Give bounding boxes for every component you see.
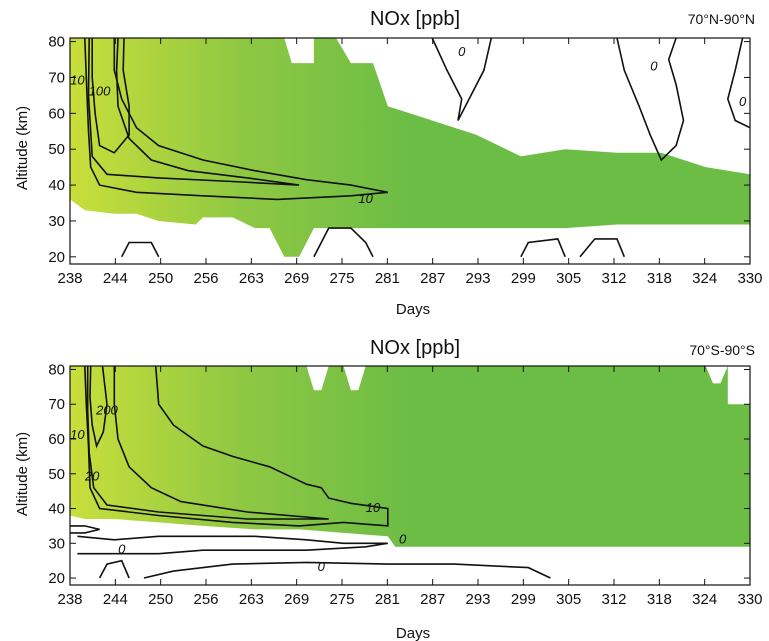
x-tick-label: 305	[556, 270, 581, 287]
contour-line-10	[84, 37, 388, 201]
x-tick-label: 330	[737, 591, 762, 608]
contour-line-10	[84, 365, 389, 527]
x-tick-label: 281	[375, 591, 400, 608]
y-tick-label: 20	[48, 570, 65, 587]
contour-line	[98, 559, 130, 579]
contour-label: 0	[399, 531, 407, 546]
filled-region-low	[70, 366, 750, 547]
x-tick-label: 256	[193, 270, 218, 287]
x-tick-label: 312	[601, 270, 626, 287]
contour-line-0	[313, 227, 374, 258]
x-tick-label: 312	[601, 591, 626, 608]
contour-line	[87, 37, 300, 186]
x-tick-label: 263	[239, 591, 264, 608]
contour-line-0	[726, 37, 751, 129]
x-tick-label: 318	[647, 270, 672, 287]
contour-line	[120, 241, 160, 258]
x-tick-label: 330	[737, 270, 762, 287]
contour-label: 200	[95, 403, 118, 418]
y-tick-label: 40	[48, 177, 65, 194]
contour-label: 10	[70, 73, 85, 88]
y-axis-label: Altitude (km)	[14, 432, 31, 516]
contour-line-100	[91, 37, 130, 154]
y-tick-label: 40	[48, 501, 65, 518]
region-label: 70°N-90°N	[688, 11, 755, 27]
contour-line	[579, 238, 626, 258]
x-tick-label: 293	[465, 591, 490, 608]
x-tick-label: 244	[103, 591, 128, 608]
contour-line	[70, 525, 100, 534]
contour-line-20	[86, 366, 329, 520]
x-tick-label: 299	[511, 270, 536, 287]
contour-label: 10	[70, 427, 85, 442]
contour-label: 100	[89, 83, 111, 98]
plot-frame	[69, 37, 751, 265]
x-tick-label: 244	[103, 270, 128, 287]
contour-label: 10	[366, 500, 381, 515]
x-tick-label: 238	[57, 270, 82, 287]
x-axis-label: Days	[396, 301, 430, 318]
x-axis-label: Days	[396, 625, 430, 641]
contour-label: 0	[650, 58, 658, 73]
x-tick-label: 324	[692, 591, 717, 608]
x-tick-label: 287	[420, 591, 445, 608]
x-tick-label: 238	[57, 591, 82, 608]
y-tick-label: 80	[48, 34, 65, 51]
chart-title: NOx [ppb]	[370, 8, 460, 30]
x-tick-label: 250	[148, 270, 173, 287]
region-label: 70°S-90°S	[689, 342, 755, 358]
y-tick-label: 50	[48, 466, 65, 483]
x-tick-label: 324	[692, 270, 717, 287]
y-tick-label: 60	[48, 105, 65, 122]
y-tick-label: 20	[48, 249, 65, 266]
y-axis-label: Altitude (km)	[14, 106, 31, 190]
y-tick-label: 30	[48, 535, 65, 552]
contour-label: 0	[458, 44, 466, 59]
y-tick-label: 50	[48, 141, 65, 158]
contour-label: 20	[84, 469, 100, 484]
filled-region-low	[70, 38, 750, 257]
contour-label: 10	[358, 191, 373, 206]
x-tick-label: 275	[329, 270, 354, 287]
contour-line-0	[143, 561, 551, 579]
y-tick-label: 80	[48, 361, 65, 378]
x-tick-label: 275	[329, 591, 354, 608]
x-tick-label: 250	[148, 591, 173, 608]
contour-line	[520, 238, 566, 258]
x-tick-label: 293	[465, 270, 490, 287]
contour-line-0	[616, 37, 685, 162]
contour-label: 0	[739, 94, 747, 109]
y-tick-label: 70	[48, 396, 65, 413]
contour-line-200	[89, 365, 108, 449]
x-tick-label: 287	[420, 270, 445, 287]
x-tick-label: 281	[375, 270, 400, 287]
x-tick-label: 305	[556, 591, 581, 608]
x-tick-label: 299	[511, 591, 536, 608]
y-tick-label: 60	[48, 431, 65, 448]
x-tick-label: 269	[284, 270, 309, 287]
contour-label: 0	[318, 559, 326, 574]
x-tick-label: 269	[284, 591, 309, 608]
x-tick-label: 256	[193, 591, 218, 608]
y-tick-label: 70	[48, 69, 65, 86]
y-tick-label: 30	[48, 213, 65, 230]
x-tick-label: 318	[647, 591, 672, 608]
contour-label: 0	[118, 542, 126, 557]
chart-title: NOx [ppb]	[370, 337, 460, 359]
contour-line-0	[77, 535, 388, 555]
plot-frame	[69, 365, 751, 586]
contour-line-0	[431, 37, 493, 121]
x-tick-label: 263	[239, 270, 264, 287]
